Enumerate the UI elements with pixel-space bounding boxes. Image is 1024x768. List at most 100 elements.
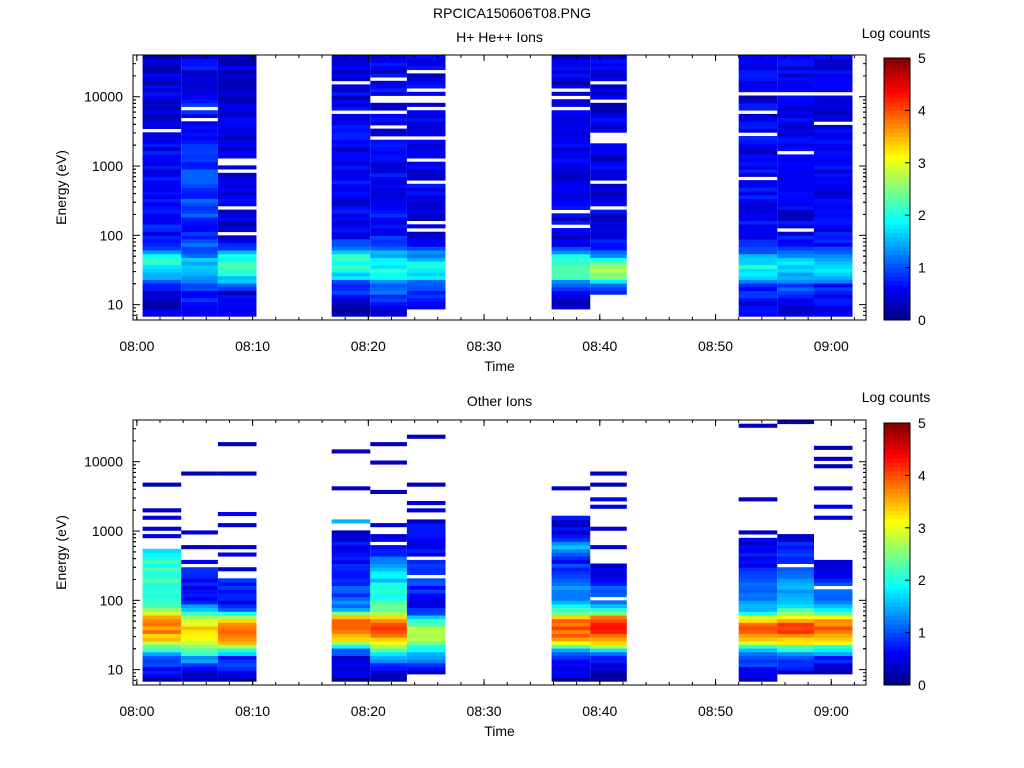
heatmap-cell (142, 596, 182, 601)
heatmap-cell (406, 600, 446, 605)
heatmap-cell (142, 73, 182, 78)
heatmap-cell (331, 220, 371, 225)
heatmap-cell (142, 257, 182, 262)
heatmap-cell (738, 275, 778, 280)
heatmap-cell (738, 264, 778, 269)
heatmap-cell (551, 548, 591, 553)
heatmap-cell (551, 294, 591, 299)
spectrogram-column (142, 482, 182, 682)
heatmap-cell (813, 283, 853, 288)
heatmap-cell (777, 62, 814, 67)
heatmap-cell (813, 136, 853, 141)
heatmap-cell (181, 165, 218, 170)
heatmap-cell (406, 110, 446, 115)
colorbar-cell (884, 471, 910, 476)
heatmap-cell (813, 235, 853, 240)
heatmap-cell (551, 570, 591, 575)
heatmap-cell (217, 121, 257, 126)
heatmap-cell (777, 113, 814, 118)
heatmap-cell (406, 655, 446, 660)
heatmap-cell (331, 176, 371, 181)
colorbar-cell (884, 632, 910, 638)
heatmap-cell (370, 205, 407, 210)
heatmap-cell (217, 187, 257, 192)
heatmap-cell (217, 640, 257, 645)
heatmap-cell (738, 640, 778, 645)
heatmap-cell (551, 552, 591, 557)
heatmap-cell (590, 102, 627, 107)
colorbar-cell (884, 475, 910, 481)
colorbar-cell (884, 501, 910, 507)
heatmap-cell (590, 615, 627, 620)
heatmap-cell (217, 604, 257, 609)
heatmap-cell (590, 209, 627, 214)
heatmap-cell (406, 272, 446, 277)
heatmap-cell (406, 253, 446, 258)
y-axis-label: Energy (eV) (53, 515, 69, 590)
heatmap-cell (142, 581, 182, 586)
heatmap-cell (370, 618, 407, 623)
heatmap-cell (777, 239, 814, 244)
heatmap-cell (331, 449, 371, 454)
heatmap-cell (551, 250, 591, 255)
heatmap-cell (738, 541, 778, 546)
heatmap-cell (777, 224, 814, 229)
heatmap-cell (406, 143, 446, 148)
heatmap-cell (813, 622, 853, 627)
heatmap-cell (738, 552, 778, 557)
colorbar-cell (884, 427, 910, 433)
heatmap-cell (551, 651, 591, 656)
heatmap-cell (142, 567, 182, 572)
heatmap-cell (217, 128, 257, 133)
heatmap-cell (590, 183, 627, 188)
heatmap-cell (217, 143, 257, 148)
heatmap-cell (142, 84, 182, 89)
heatmap-cell (406, 224, 446, 229)
heatmap-cell (777, 235, 814, 240)
heatmap-cell (813, 213, 853, 218)
colorbar-cell (884, 127, 910, 133)
heatmap-cell (777, 622, 814, 627)
heatmap-cell (142, 66, 182, 71)
heatmap-cell (551, 604, 591, 609)
heatmap-cell (551, 198, 591, 203)
heatmap-cell (181, 187, 218, 192)
colorbar-cell (884, 88, 910, 94)
heatmap-cell (370, 279, 407, 284)
heatmap-cell (217, 216, 257, 221)
heatmap-cell (370, 651, 407, 656)
heatmap-cell (181, 235, 218, 240)
heatmap-cell (738, 312, 778, 317)
heatmap-cell (813, 578, 853, 583)
heatmap-cell (370, 556, 407, 561)
heatmap-cell (590, 290, 627, 295)
colorbar-cell (884, 114, 910, 120)
colorbar-cell (884, 298, 910, 304)
heatmap-cell (813, 593, 853, 598)
heatmap-cell (777, 615, 814, 620)
heatmap-cell (331, 640, 371, 645)
heatmap-cell (181, 198, 218, 203)
heatmap-cell (406, 297, 446, 302)
heatmap-cell (406, 128, 446, 133)
heatmap-cell (142, 651, 182, 656)
heatmap-cell (777, 585, 814, 590)
heatmap-cell (142, 283, 182, 288)
heatmap-cell (406, 482, 446, 487)
heatmap-cell (142, 574, 182, 579)
heatmap-cell (217, 55, 257, 60)
heatmap-cell (777, 187, 814, 192)
heatmap-cell (181, 618, 218, 623)
heatmap-cell (777, 548, 814, 553)
heatmap-cell (370, 209, 407, 214)
heatmap-cell (551, 169, 591, 174)
colorbar-cell (884, 584, 910, 590)
heatmap-cell (406, 139, 446, 144)
colorbar-cell (884, 315, 910, 321)
heatmap-cell (142, 161, 182, 166)
heatmap-cell (406, 519, 446, 524)
heatmap-cell (738, 58, 778, 63)
heatmap-cell (813, 607, 853, 612)
heatmap-cell (738, 224, 778, 229)
heatmap-cell (813, 290, 853, 295)
